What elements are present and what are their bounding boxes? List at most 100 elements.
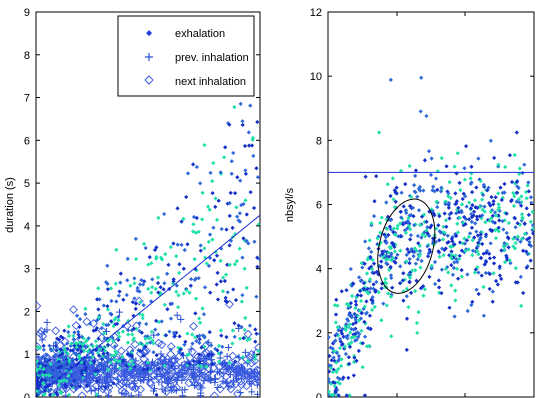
scatter-point-exhalation <box>113 281 118 286</box>
scatter-point-next-inhalation <box>221 372 231 382</box>
scatter-point-exhalation <box>150 277 155 282</box>
scatter-point-exhalation <box>197 340 202 345</box>
scatter-point-exhalation <box>165 271 170 276</box>
scatter-point-next-inhalation <box>154 373 163 382</box>
scatter-point-exhalation <box>502 181 507 187</box>
scatter-point-exhalation <box>329 358 334 363</box>
scatter-point-next-inhalation <box>195 378 205 387</box>
scatter-point-exhalation <box>483 220 488 225</box>
scatter-point-exhalation <box>425 254 431 259</box>
scatter-point-exhalation <box>169 364 174 369</box>
scatter-point-next-inhalation <box>200 372 210 382</box>
scatter-point-exhalation <box>177 350 183 356</box>
scatter-point-exhalation <box>426 149 432 154</box>
scatter-point-exhalation <box>39 379 44 384</box>
scatter-point-exhalation <box>449 210 454 216</box>
scatter-point-exhalation <box>416 241 421 246</box>
scatter-point-exhalation <box>388 294 394 299</box>
scatter-point-exhalation <box>414 278 419 283</box>
scatter-point-exhalation <box>193 276 198 281</box>
scatter-point-exhalation <box>525 183 530 188</box>
scatter-point-exhalation <box>66 363 71 369</box>
scatter-point-exhalation <box>156 332 161 337</box>
scatter-point-exhalation <box>103 363 108 368</box>
scatter-point-exhalation <box>493 228 498 233</box>
scatter-point-exhalation <box>398 264 403 269</box>
scatter-point-exhalation <box>528 219 533 224</box>
scatter-point-exhalation <box>156 366 161 371</box>
scatter-point-exhalation <box>120 329 126 334</box>
scatter-point-exhalation <box>339 357 344 362</box>
scatter-point-exhalation <box>132 364 137 369</box>
scatter-point-exhalation <box>88 348 93 353</box>
scatter-point-exhalation <box>343 351 349 357</box>
scatter-point-exhalation <box>190 341 195 346</box>
scatter-point-exhalation <box>370 298 375 303</box>
scatter-point-exhalation <box>474 229 479 234</box>
scatter-point-exhalation <box>344 334 349 339</box>
scatter-point-exhalation <box>138 348 143 353</box>
scatter-point-exhalation <box>389 334 394 339</box>
scatter-point-next-inhalation <box>104 383 114 392</box>
scatter-point-exhalation <box>383 235 389 240</box>
scatter-point-exhalation <box>79 342 84 347</box>
scatter-point-exhalation <box>243 198 248 203</box>
scatter-point-exhalation <box>209 352 214 357</box>
scatter-point-exhalation <box>94 326 100 331</box>
scatter-point-exhalation <box>141 303 146 308</box>
scatter-point-exhalation <box>433 176 439 181</box>
scatter-point-exhalation <box>242 266 247 271</box>
scatter-point-exhalation <box>64 361 69 366</box>
scatter-point-next-inhalation <box>77 391 87 398</box>
scatter-point-exhalation <box>513 225 518 230</box>
scatter-point-exhalation <box>344 322 349 327</box>
scatter-point-exhalation <box>447 180 452 185</box>
scatter-point-exhalation <box>465 308 470 314</box>
scatter-point-exhalation <box>232 321 237 326</box>
scatter-point-exhalation <box>36 359 40 364</box>
scatter-point-exhalation <box>417 248 423 254</box>
scatter-point-exhalation <box>329 393 334 398</box>
scatter-point-exhalation <box>36 366 39 371</box>
scatter-point-exhalation <box>231 287 236 292</box>
scatter-point-exhalation <box>149 329 154 334</box>
scatter-point-exhalation <box>437 238 442 243</box>
scatter-point-exhalation <box>335 387 340 393</box>
left-y-axis-label: duration (s) <box>4 177 16 233</box>
scatter-point-exhalation <box>343 326 348 331</box>
scatter-point-exhalation <box>101 303 106 308</box>
scatter-point-exhalation <box>384 257 389 262</box>
scatter-point-exhalation <box>378 220 383 226</box>
scatter-point-exhalation <box>487 271 493 277</box>
scatter-point-exhalation <box>406 223 411 229</box>
scatter-point-next-inhalation <box>36 301 42 311</box>
scatter-point-exhalation <box>79 349 84 354</box>
scatter-point-exhalation <box>200 217 205 222</box>
scatter-point-exhalation <box>481 182 486 187</box>
scatter-point-exhalation <box>358 288 363 294</box>
scatter-point-exhalation <box>96 315 101 320</box>
scatter-point-exhalation <box>194 339 199 344</box>
scatter-point-exhalation <box>148 340 153 345</box>
scatter-point-exhalation <box>65 346 70 351</box>
scatter-point-exhalation <box>476 291 481 297</box>
scatter-point-exhalation <box>128 283 133 288</box>
scatter-point-exhalation <box>54 348 59 353</box>
scatter-point-exhalation <box>525 237 530 242</box>
scatter-point-exhalation <box>229 171 234 176</box>
scatter-point-prev-inhalation <box>248 388 256 396</box>
scatter-point-exhalation <box>463 217 469 222</box>
scatter-point-exhalation <box>427 274 432 279</box>
scatter-point-exhalation <box>493 195 498 200</box>
scatter-point-exhalation <box>378 240 383 245</box>
scatter-point-exhalation <box>241 236 246 241</box>
scatter-point-next-inhalation <box>158 367 168 377</box>
scatter-point-exhalation <box>64 378 69 383</box>
scatter-point-exhalation <box>167 329 172 334</box>
scatter-point-exhalation <box>121 359 126 364</box>
scatter-point-exhalation <box>454 233 459 238</box>
scatter-point-exhalation <box>63 384 69 390</box>
scatter-point-exhalation <box>328 393 331 398</box>
scatter-point-exhalation <box>481 192 486 198</box>
scatter-point-exhalation <box>401 298 406 303</box>
